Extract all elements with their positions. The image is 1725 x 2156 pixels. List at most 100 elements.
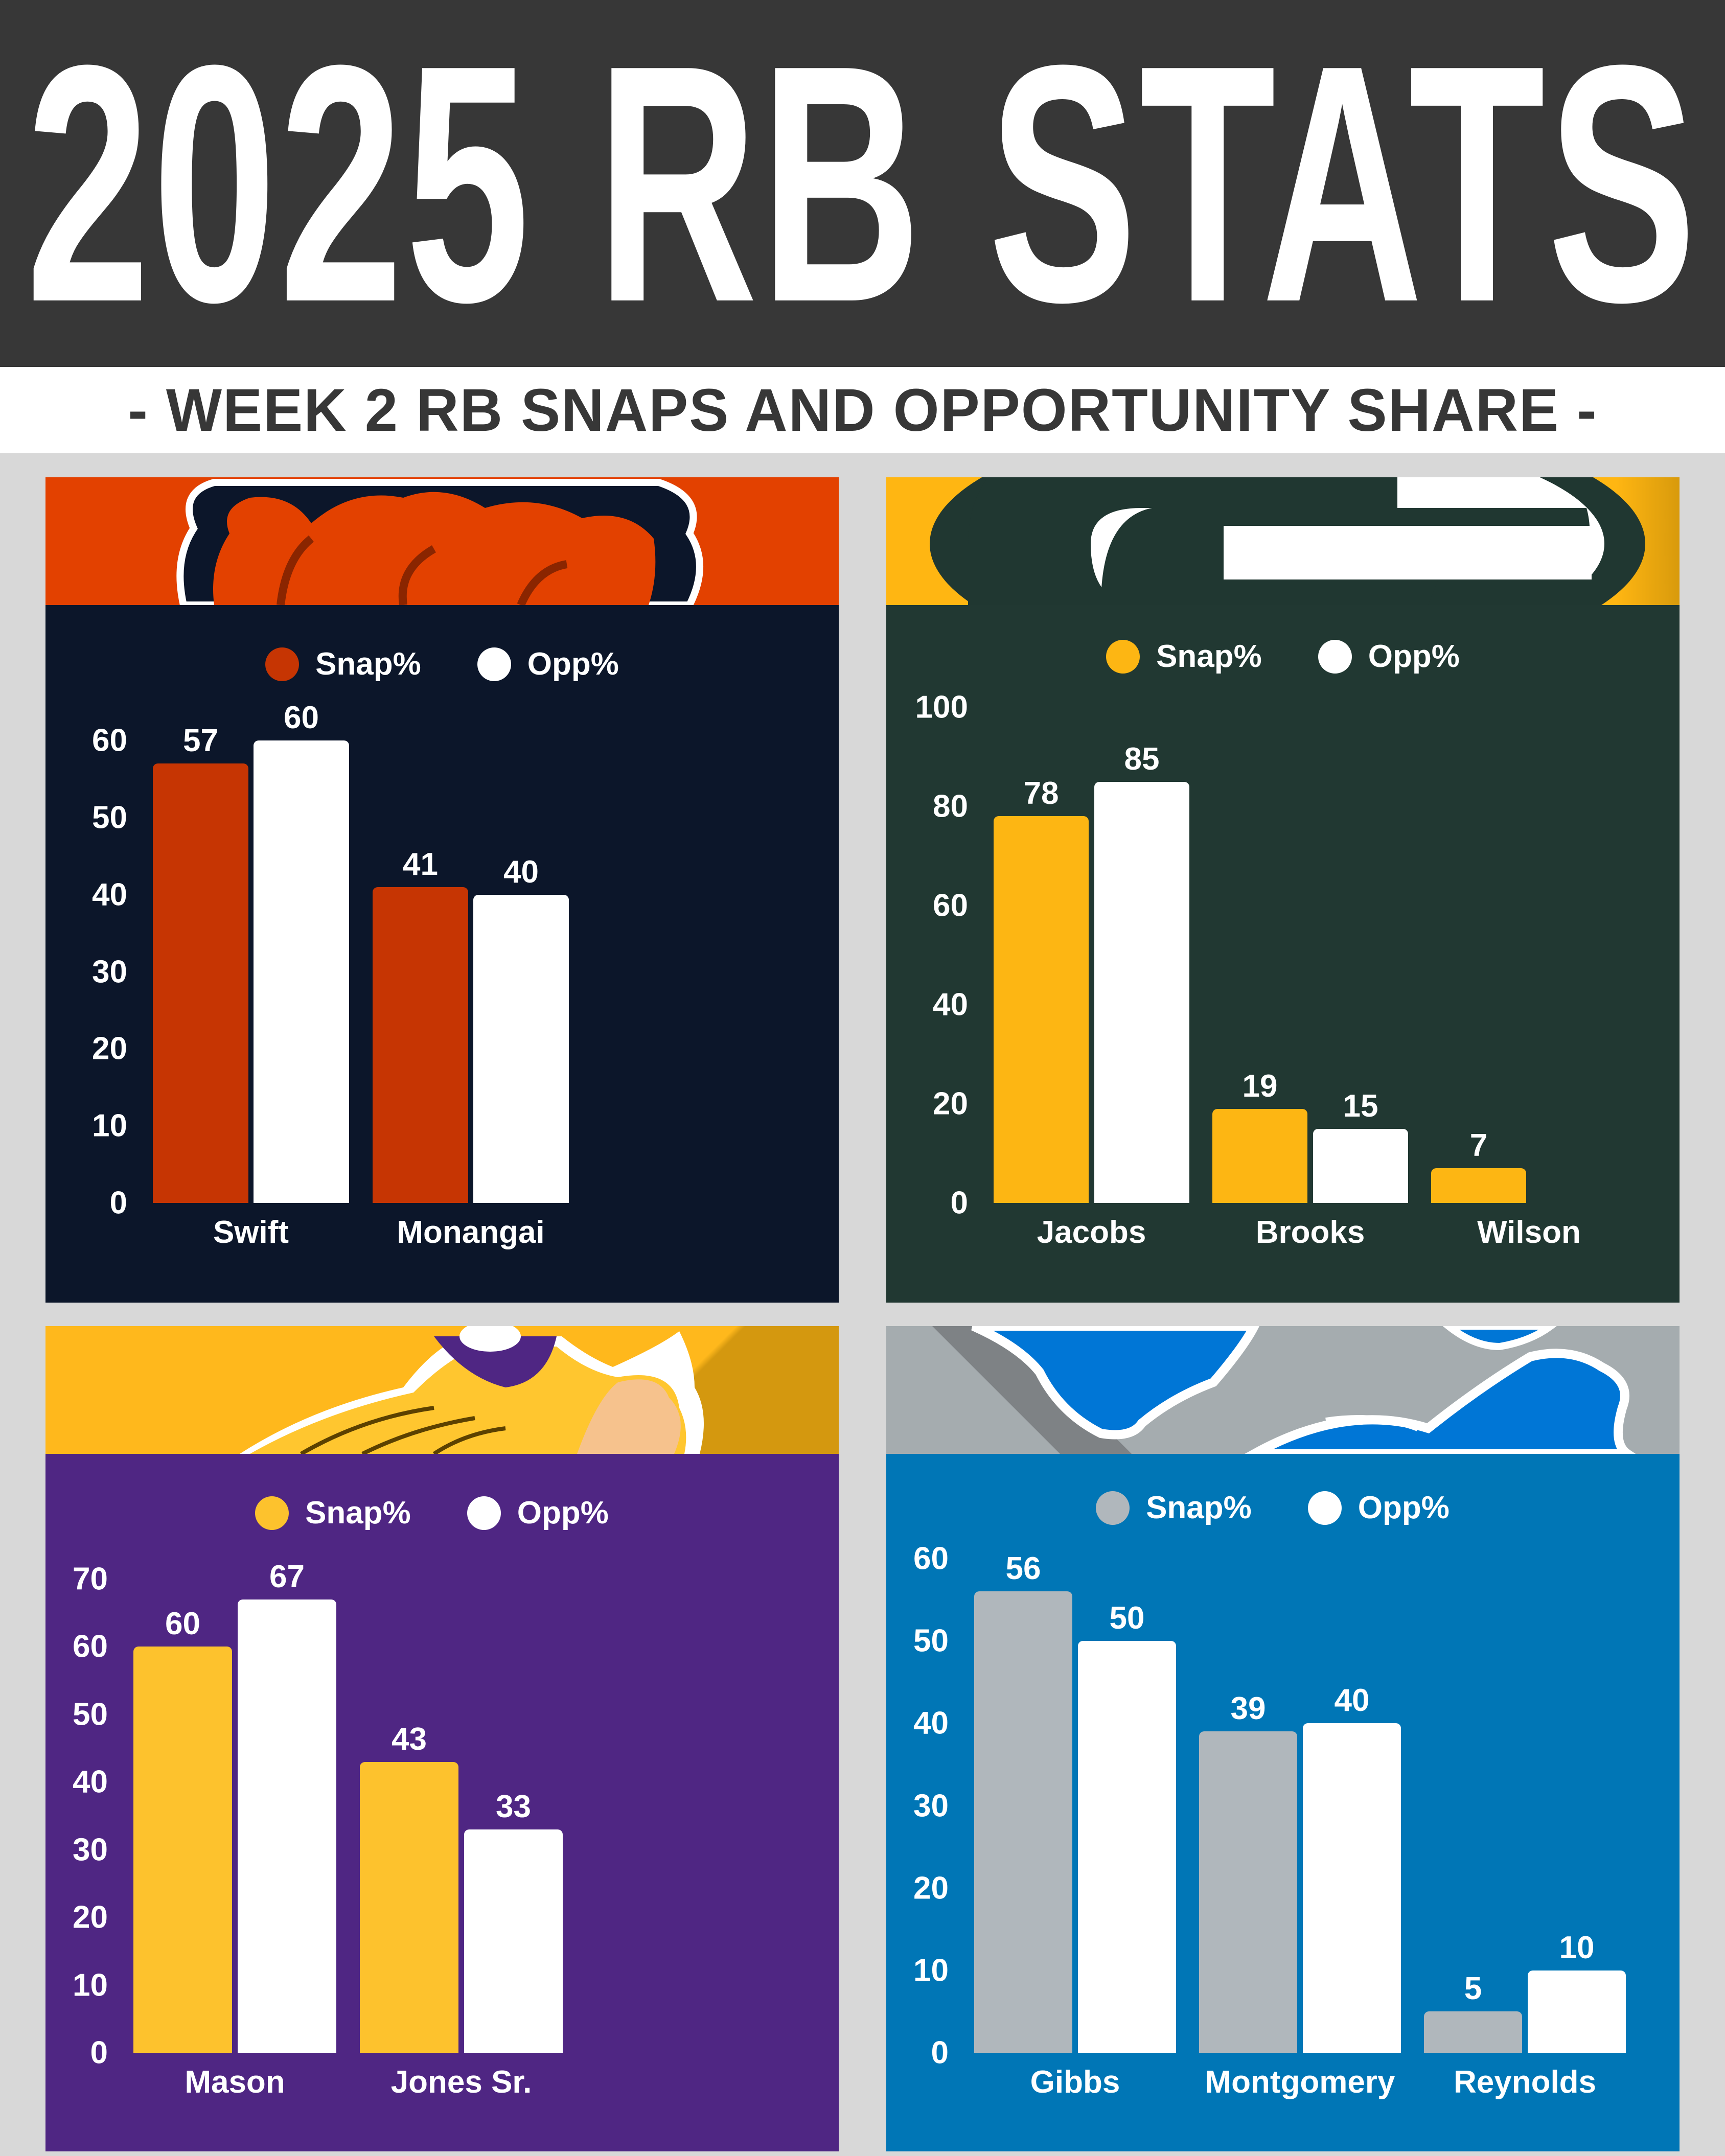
y-axis-tick: 20 (92, 1031, 127, 1067)
y-axis-tick: 20 (73, 1899, 108, 1935)
legend-item-snap: Snap% (265, 646, 421, 682)
lions-panel: Snap% Opp% 0 10 20 30 40 50 60 56 50 Gibbs 39 40 Mon… (886, 1326, 1680, 2151)
packers-logo-icon (930, 477, 1645, 605)
opp-bar (238, 1599, 336, 2053)
bar-value-label: 33 (496, 1789, 531, 1824)
x-axis-category-label: Monangai (397, 1215, 545, 1250)
x-axis-category-label: Wilson (1477, 1215, 1581, 1250)
x-axis-category-label: Mason (185, 2065, 285, 2100)
legend-label-opp: Opp% (527, 646, 619, 682)
opp-bar (1094, 781, 1189, 1203)
y-axis-tick: 10 (92, 1108, 127, 1144)
bears-logo-icon (176, 479, 703, 605)
bears-chart: Snap% Opp% 0 10 20 30 40 50 60 57 60 Swift 41 40 Mon… (45, 605, 839, 1303)
opp-bar (473, 894, 569, 1203)
snap-bar (1431, 1168, 1526, 1203)
legend-item-opp: Opp% (1307, 1490, 1450, 1526)
x-axis-category-label: Jacobs (1037, 1215, 1146, 1250)
snap-dot-icon (255, 1496, 289, 1530)
bar-value-label: 40 (1334, 1683, 1370, 1719)
y-axis-tick: 40 (913, 1705, 949, 1741)
snap-bar (1199, 1731, 1297, 2053)
bar-value-label: 15 (1343, 1088, 1378, 1124)
vikings-chart: Snap% Opp% 0 10 20 30 40 50 60 70 60 67 Mason 43 33 J… (45, 1454, 839, 2151)
snap-bar (153, 763, 248, 1203)
legend-item-snap: Snap% (1106, 638, 1262, 675)
x-axis-category-label: Swift (213, 1215, 289, 1250)
packers-logo-band (886, 477, 1680, 605)
bar-value-label: 60 (165, 1606, 200, 1642)
opp-bar (464, 1829, 563, 2053)
opp-bar (1078, 1641, 1176, 2053)
legend-item-snap: Snap% (1096, 1490, 1252, 1526)
bar-value-label: 19 (1242, 1068, 1278, 1104)
bar-value-label: 50 (1109, 1601, 1145, 1636)
y-axis-tick: 10 (73, 1967, 108, 2003)
y-axis-tick: 0 (90, 2035, 108, 2071)
y-axis-tick: 80 (933, 789, 968, 824)
bears-panel: Snap% Opp% 0 10 20 30 40 50 60 57 60 Swift 41 40 Mon… (45, 477, 839, 1303)
bar-value-label: 41 (403, 846, 438, 882)
bar-value-label: 10 (1559, 1930, 1595, 1965)
y-axis-tick: 50 (92, 800, 127, 836)
snap-bar (1212, 1108, 1307, 1203)
opp-dot-icon (1318, 639, 1352, 674)
page-subtitle: - WEEK 2 RB SNAPS AND OPPORTUNITY SHARE … (127, 376, 1598, 444)
vikings-logo-band (45, 1326, 839, 1454)
lions-logo-band (886, 1326, 1680, 1454)
legend-label-snap: Snap% (1146, 1490, 1252, 1525)
snap-bar (360, 1761, 458, 2053)
legend-item-opp: Opp% (467, 1495, 609, 1531)
legend-item-opp: Opp% (477, 646, 619, 682)
y-axis-tick: 30 (92, 954, 127, 989)
x-axis-category-label: Brooks (1255, 1215, 1365, 1250)
y-axis-tick: 20 (933, 1086, 968, 1122)
opp-bar (254, 740, 349, 1203)
bar-value-label: 85 (1124, 741, 1160, 777)
snap-bar (133, 1647, 232, 2053)
y-axis-tick: 0 (109, 1185, 127, 1221)
y-axis-tick: 60 (933, 888, 968, 923)
opp-bar (1528, 1970, 1626, 2053)
legend-item-opp: Opp% (1318, 638, 1460, 675)
x-axis-category-label: Reynolds (1453, 2065, 1597, 2100)
y-axis-tick: 10 (913, 1953, 949, 1988)
legend-label-snap: Snap% (315, 646, 421, 682)
bar-value-label: 57 (183, 723, 218, 759)
chart-legend: Snap% Opp% (45, 1495, 829, 1531)
vikings-logo-icon (240, 1326, 704, 1454)
legend-item-snap: Snap% (255, 1495, 411, 1531)
bar-value-label: 43 (392, 1721, 427, 1757)
lions-logo-icon (932, 1326, 1636, 1454)
bar-value-label: 67 (269, 1559, 305, 1594)
lions-chart: Snap% Opp% 0 10 20 30 40 50 60 56 50 Gibbs 39 40 Mon… (886, 1454, 1680, 2151)
y-axis-tick: 40 (933, 987, 968, 1023)
snap-bar (373, 887, 468, 1203)
y-axis-tick: 100 (915, 689, 968, 725)
bar-value-label: 56 (1005, 1551, 1041, 1587)
packers-chart: Snap% Opp% 0 20 40 60 80 100 78 85 Jacobs 19 15 Bro… (886, 605, 1680, 1303)
snap-bar (1424, 2011, 1522, 2053)
y-axis-tick: 0 (950, 1185, 968, 1221)
bar-value-label: 39 (1230, 1691, 1266, 1727)
y-axis-tick: 60 (913, 1541, 949, 1577)
x-axis-category-label: Gibbs (1030, 2065, 1120, 2100)
legend-label-snap: Snap% (305, 1495, 411, 1531)
y-axis-tick: 70 (73, 1561, 108, 1597)
chart-legend: Snap% Opp% (886, 638, 1680, 675)
chart-legend: Snap% Opp% (886, 1490, 1669, 1526)
y-axis-tick: 0 (931, 2035, 949, 2071)
legend-label-opp: Opp% (517, 1495, 609, 1531)
legend-label-opp: Opp% (1368, 639, 1460, 674)
snap-bar (994, 816, 1089, 1203)
y-axis-tick: 20 (913, 1870, 949, 1906)
bar-value-label: 40 (503, 854, 539, 890)
y-axis-tick: 30 (913, 1788, 949, 1823)
y-axis-tick: 30 (73, 1832, 108, 1868)
packers-panel: Snap% Opp% 0 20 40 60 80 100 78 85 Jacobs 19 15 Bro… (886, 477, 1680, 1303)
bar-value-label: 5 (1464, 1971, 1482, 2007)
opp-bar (1313, 1128, 1408, 1203)
x-axis-category-label: Montgomery (1205, 2065, 1395, 2100)
x-axis-category-label: Jones Sr. (390, 2065, 532, 2100)
bar-value-label: 78 (1023, 776, 1059, 812)
